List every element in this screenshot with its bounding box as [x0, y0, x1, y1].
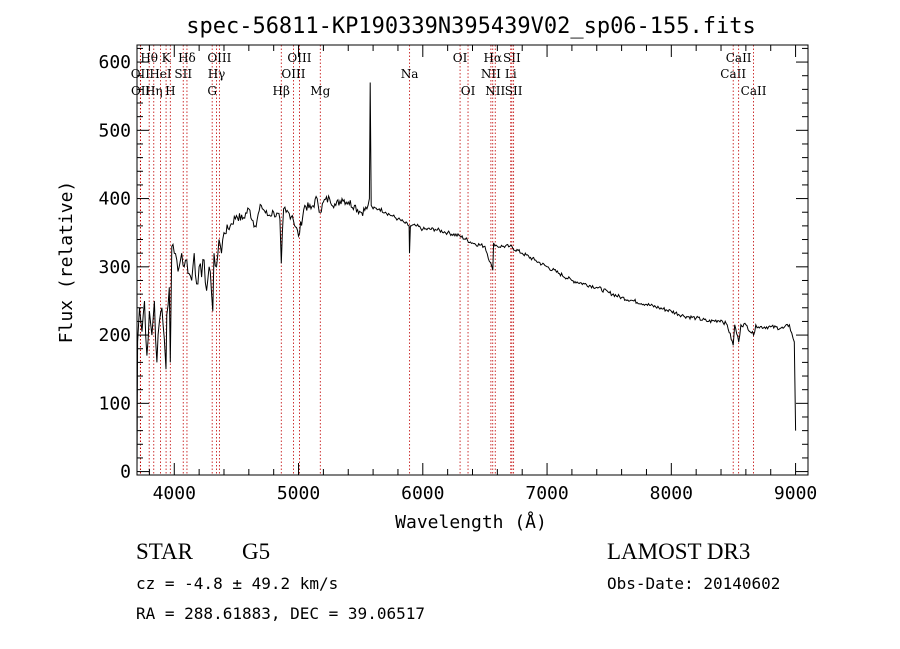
marker-label-1: OII: [131, 84, 151, 98]
marker-label-21: NII: [485, 84, 505, 98]
marker-label-19: NII: [481, 67, 501, 81]
x-axis-label: Wavelength (Å): [395, 511, 547, 533]
x-tick-label-8000: 8000: [650, 483, 693, 504]
coordinates: RA = 288.61883, DEC = 39.06517: [136, 604, 425, 623]
marker-label-14: OIII: [287, 51, 311, 65]
marker-label-16: Na: [401, 67, 419, 81]
marker-label-22: Li: [505, 67, 517, 81]
marker-label-2: Hθ: [140, 51, 158, 65]
y-axis-label: Flux (relative): [56, 181, 77, 344]
marker-label-25: CaII: [720, 67, 746, 81]
spectral-line-markers: OIIOIIHθHηHeIKHHδSIIGHγOIIIHβOIIIOIIIMgN…: [131, 45, 767, 475]
marker-label-7: Hδ: [178, 51, 196, 65]
marker-label-26: CaII: [726, 51, 752, 65]
marker-label-11: OIII: [207, 51, 231, 65]
x-tick-label-7000: 7000: [525, 483, 568, 504]
marker-label-18: OI: [461, 84, 476, 98]
axes: 4000 5000 6000 7000 8000 9000 0 100 200 300 400 500…: [98, 45, 817, 504]
marker-label-20: Hα: [483, 51, 502, 65]
marker-label-13: OIII: [281, 67, 305, 81]
marker-label-23: SII: [503, 51, 521, 65]
y-tick-label-600: 600: [98, 52, 131, 73]
marker-label-8: SII: [174, 67, 192, 81]
marker-label-5: K: [162, 51, 172, 65]
marker-label-17: OI: [453, 51, 468, 65]
y-tick-label-300: 300: [98, 257, 131, 278]
marker-label-6: H: [165, 84, 175, 98]
x-tick-label-5000: 5000: [277, 483, 320, 504]
redshift-text: cz = -4.8 ± 49.2 km/s: [136, 574, 339, 593]
marker-label-15: Mg: [310, 84, 330, 98]
spectrum-line: [136, 82, 797, 469]
plot-frame: [136, 44, 809, 476]
marker-label-24: SII: [505, 84, 523, 98]
x-tick-label-4000: 4000: [153, 483, 196, 504]
marker-label-27: CaII: [741, 84, 767, 98]
chart-title: spec-56811-KP190339N395439V02_sp06-155.f…: [186, 14, 756, 39]
x-tick-label-6000: 6000: [401, 483, 444, 504]
y-tick-label-400: 400: [98, 189, 131, 210]
object-class: STAR: [136, 539, 193, 564]
y-tick-label-200: 200: [98, 325, 131, 346]
y-tick-label-0: 0: [120, 462, 131, 483]
marker-label-4: HeI: [149, 67, 172, 81]
marker-label-10: Hγ: [208, 67, 226, 81]
survey-name: LAMOST DR3: [607, 539, 751, 564]
y-tick-label-100: 100: [98, 393, 131, 414]
marker-label-9: G: [207, 84, 217, 98]
marker-label-3: Hη: [145, 84, 163, 98]
obs-date: Obs-Date: 20140602: [607, 574, 781, 593]
marker-label-12: Hβ: [273, 84, 290, 98]
x-tick-label-9000: 9000: [774, 483, 817, 504]
object-subclass: G5: [242, 539, 271, 564]
y-tick-label-500: 500: [98, 120, 131, 141]
